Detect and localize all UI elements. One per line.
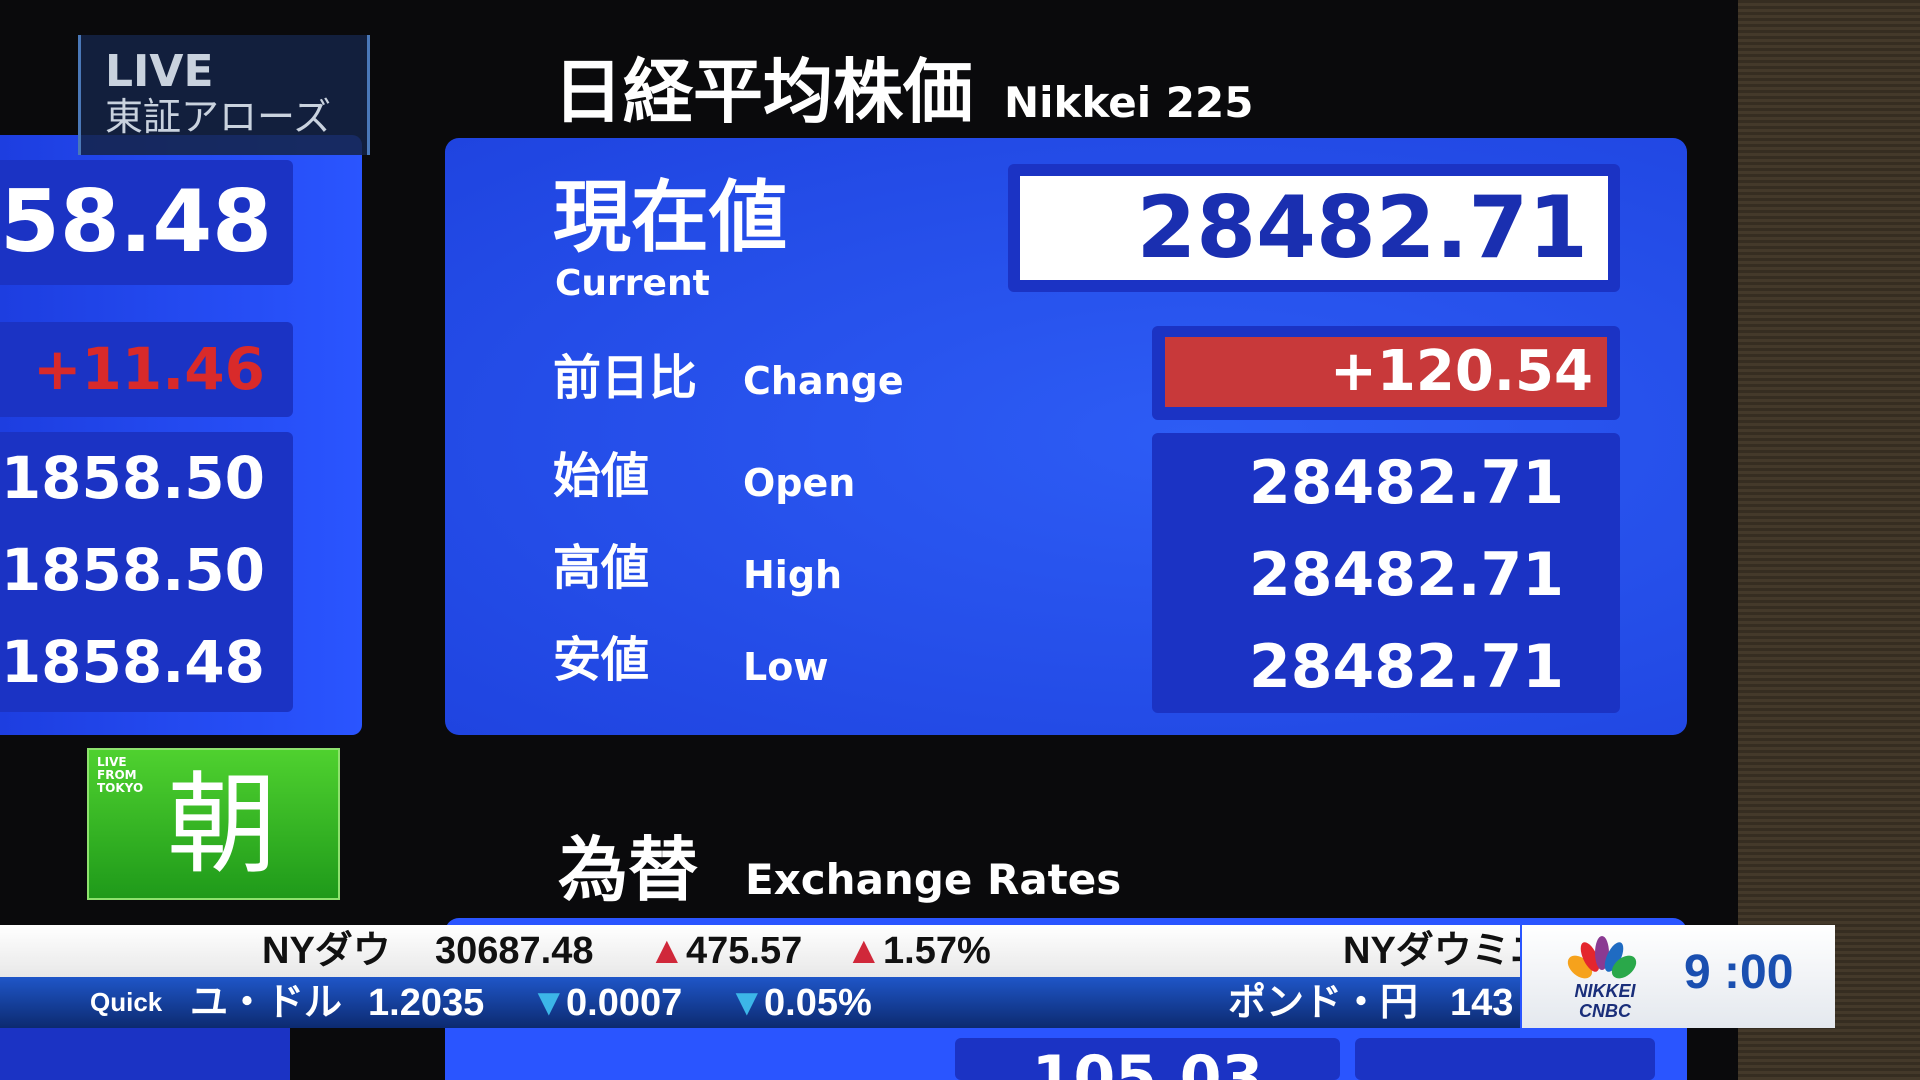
ticker-value: 1.2035	[368, 982, 485, 1024]
high-label-en: High	[743, 553, 843, 597]
show-logo-small: LIVE FROM TOKYO	[97, 755, 144, 795]
ticker-pct: 0.05%	[764, 982, 872, 1024]
left-ohl-box: 1858.50 1858.50 1858.48	[0, 432, 293, 712]
ticker-next: NYダウミニ	[1343, 930, 1520, 972]
exchange-title-jp: 為替	[558, 829, 698, 911]
ticker-row-1: NYダウ 30687.48 ▲ 475.57 ▲ 1.57% NYダウミニ	[0, 925, 1520, 977]
left-open-value: 1858.50	[0, 444, 265, 512]
clock-time: 9 :00	[1684, 946, 1794, 999]
left-high-value: 1858.50	[0, 536, 265, 604]
live-badge: LIVE 東証アローズ	[78, 35, 370, 155]
change-label-jp: 前日比	[553, 350, 698, 406]
low-label-jp: 安値	[553, 632, 650, 688]
ticker-next: ポンド・円	[1228, 982, 1419, 1024]
open-label-jp: 始値	[553, 448, 650, 504]
ticker-change: 475.57	[686, 930, 803, 972]
nikkei-title-en: Nikkei 225	[1004, 78, 1254, 127]
ticker-next-value: 143	[1450, 982, 1514, 1024]
ohl-box	[1152, 433, 1620, 713]
down-arrow-icon: ▼	[530, 982, 568, 1024]
high-label-jp: 高値	[553, 540, 650, 596]
quick-brand: Quick	[90, 987, 163, 1017]
channel-brand: NIKKEI CNBC	[1574, 981, 1636, 1021]
left-change-value: +11.46	[0, 322, 293, 417]
open-label-en: Open	[743, 461, 856, 505]
left-lower-cell	[0, 1028, 290, 1080]
show-logo: LIVE FROM TOKYO 朝	[87, 748, 340, 900]
ticker-name: ユ・ドル	[190, 982, 343, 1024]
high-value: 28482.71	[1248, 540, 1564, 610]
open-value: 28482.71	[1248, 448, 1564, 518]
peacock-logo-icon	[1567, 936, 1637, 979]
live-source: 東証アローズ	[105, 95, 332, 139]
up-arrow-icon: ▲	[648, 930, 686, 972]
ticker-value: 30687.48	[435, 930, 594, 972]
up-arrow-icon: ▲	[845, 930, 883, 972]
low-label-en: Low	[743, 645, 829, 689]
current-label-jp: 現在値	[553, 173, 788, 263]
low-value: 28482.71	[1248, 632, 1564, 702]
ticker-change: 0.0007	[566, 982, 683, 1024]
show-logo-main: 朝	[167, 761, 277, 889]
exchange-title-en: Exchange Rates	[745, 855, 1122, 904]
ticker-row-2: Quick ユ・ドル 1.2035 ▼ 0.0007 ▼ 0.05% ポンド・円…	[0, 977, 1520, 1028]
ticker-pct: 1.57%	[883, 930, 991, 972]
ticker-name: NYダウ	[262, 930, 391, 972]
left-current-value: 58.48	[0, 160, 293, 285]
exchange-change-cell	[1355, 1038, 1655, 1080]
change-value: +120.54	[1165, 337, 1607, 407]
down-arrow-icon: ▼	[728, 982, 766, 1024]
live-label: LIVE	[105, 46, 214, 97]
nikkei-title-jp: 日経平均株価	[553, 51, 973, 133]
current-value: 28482.71	[1020, 176, 1608, 280]
exchange-value: 105.03	[955, 1038, 1340, 1080]
left-low-value: 1858.48	[0, 628, 265, 696]
background-wall	[1738, 0, 1920, 1080]
channel-clock-box: NIKKEI CNBC 9 :00	[1522, 925, 1835, 1028]
current-label-en: Current	[555, 263, 710, 304]
change-label-en: Change	[743, 359, 904, 403]
